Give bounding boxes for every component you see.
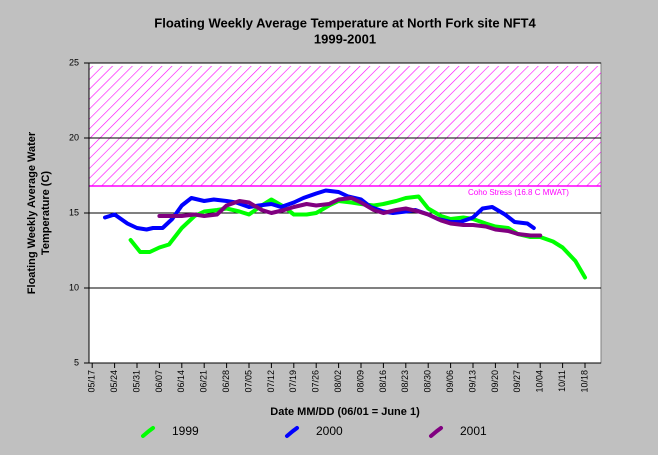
- x-tick-label: 05/31: [131, 370, 141, 393]
- legend-swatch: [429, 426, 443, 438]
- x-tick-label: 10/18: [579, 370, 589, 393]
- x-tick-label: 07/12: [266, 370, 276, 393]
- x-tick-label: 07/19: [288, 370, 298, 393]
- series-line: [128, 194, 587, 280]
- x-tick-label: 07/05: [243, 370, 253, 393]
- legend-swatch: [141, 426, 155, 438]
- series-line: [157, 196, 543, 238]
- y-tick-label: 25: [69, 57, 79, 67]
- stress-band: [89, 66, 601, 186]
- x-tick-label: 06/21: [199, 370, 209, 393]
- legend-label: 2000: [316, 424, 343, 438]
- x-tick-label: 08/09: [355, 370, 365, 393]
- legend-label: 1999: [172, 424, 199, 438]
- x-tick-label: 08/02: [333, 370, 343, 393]
- legend-swatch: [285, 426, 299, 438]
- x-tick-label: 10/04: [535, 370, 545, 393]
- x-tick-label: 09/27: [512, 370, 522, 393]
- chart-title: Floating Weekly Average Temperature at N…: [154, 15, 536, 30]
- y-tick-label: 5: [74, 357, 79, 367]
- x-tick-label: 09/13: [467, 370, 477, 393]
- stress-label: Coho Stress (16.8 C MWAT): [468, 188, 569, 197]
- y-tick-label: 10: [69, 282, 79, 292]
- x-axis-title: Date MM/DD (06/01 = June 1): [270, 406, 420, 418]
- y-axis-title: Temperature (C): [40, 171, 52, 255]
- x-tick-label: 05/17: [87, 370, 97, 393]
- x-tick-label: 07/26: [311, 370, 321, 393]
- y-tick-label: 20: [69, 132, 79, 142]
- x-tick-label: 06/07: [154, 370, 164, 393]
- x-tick-label: 08/16: [378, 370, 388, 393]
- legend-label: 2001: [460, 424, 487, 438]
- x-tick-label: 08/30: [423, 370, 433, 393]
- x-tick-label: 06/28: [221, 370, 231, 393]
- chart-subtitle: 1999-2001: [314, 31, 376, 46]
- y-tick-label: 15: [69, 207, 79, 217]
- x-tick-label: 09/06: [445, 370, 455, 393]
- x-tick-label: 05/24: [109, 370, 119, 393]
- x-tick-label: 09/20: [490, 370, 500, 393]
- x-tick-label: 10/11: [557, 370, 567, 392]
- series-line: [103, 188, 536, 232]
- x-tick-label: 06/14: [176, 370, 186, 393]
- y-axis-title: Floating Weekly Average Water: [26, 131, 38, 294]
- x-tick-label: 08/23: [400, 370, 410, 393]
